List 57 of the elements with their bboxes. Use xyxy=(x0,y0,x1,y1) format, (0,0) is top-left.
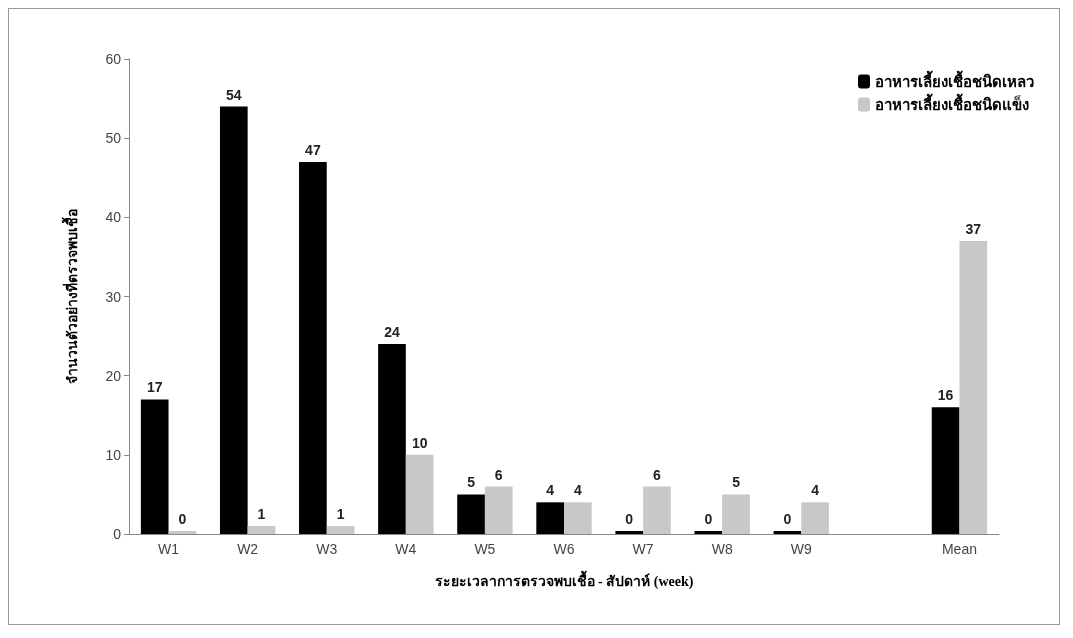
x-tick-label: Mean xyxy=(941,541,977,557)
x-tick-label: W7 xyxy=(632,541,654,557)
y-tick-label: 60 xyxy=(105,51,122,67)
bar xyxy=(326,526,355,534)
x-tick-label: W6 xyxy=(553,541,575,557)
legend-label: อาหารเลี้ยงเชื้อชนิดเหลว xyxy=(875,70,1034,90)
data-label: 4 xyxy=(546,482,555,499)
bar xyxy=(564,502,592,534)
data-label: 17 xyxy=(146,379,163,396)
y-tick-label: 30 xyxy=(105,288,122,305)
legend-label: อาหารเลี้ยงเชื้อชนิดแข็ง xyxy=(875,93,1029,113)
data-label: 4 xyxy=(811,482,820,499)
bar xyxy=(801,502,829,534)
data-label: 24 xyxy=(384,324,400,340)
y-tick-label: 0 xyxy=(113,526,122,542)
data-label: 5 xyxy=(467,474,476,491)
x-tick-label: W2 xyxy=(237,541,259,557)
bar xyxy=(405,454,434,534)
data-label: 1 xyxy=(336,506,345,523)
bar xyxy=(140,399,169,534)
data-label: 37 xyxy=(965,221,982,238)
bar xyxy=(219,106,248,534)
bar xyxy=(722,494,750,534)
data-label: 0 xyxy=(625,511,634,527)
bar xyxy=(299,161,327,534)
y-tick-label: 10 xyxy=(105,446,122,463)
y-tick-label: 20 xyxy=(105,367,122,384)
bar xyxy=(378,344,406,534)
x-tick-label: W8 xyxy=(711,541,733,557)
x-tick-label: W5 xyxy=(474,541,496,557)
data-label: 0 xyxy=(178,511,187,527)
x-axis-title: ระยะเวลาการตรวจพบเชื้อ - สัปดาห์ (week) xyxy=(434,569,694,590)
x-tick-label: W9 xyxy=(790,541,812,557)
data-label: 47 xyxy=(305,141,321,158)
data-label: 5 xyxy=(732,474,741,491)
bar xyxy=(484,486,513,534)
x-tick-label: W1 xyxy=(158,541,180,557)
data-label: 0 xyxy=(704,511,713,527)
data-label: 0 xyxy=(783,511,792,527)
y-axis-title: จำนวนตัวอย่างที่ตรวจพบเชื้อ xyxy=(60,209,80,384)
data-label: 6 xyxy=(653,466,662,483)
bar xyxy=(959,241,988,534)
bar xyxy=(536,502,564,534)
data-label: 16 xyxy=(937,387,954,404)
bar xyxy=(247,526,276,534)
x-tick-label: W3 xyxy=(316,541,338,557)
data-label: 6 xyxy=(494,466,503,483)
x-tick-label: W4 xyxy=(395,541,417,557)
data-label: 4 xyxy=(573,482,582,499)
data-label: 1 xyxy=(257,506,266,523)
bar xyxy=(457,494,485,534)
bar xyxy=(643,486,671,534)
y-tick-label: 50 xyxy=(105,130,122,147)
data-label: 10 xyxy=(411,434,428,451)
bar xyxy=(931,407,960,534)
data-label: 54 xyxy=(226,86,242,103)
y-tick-label: 40 xyxy=(105,209,122,226)
